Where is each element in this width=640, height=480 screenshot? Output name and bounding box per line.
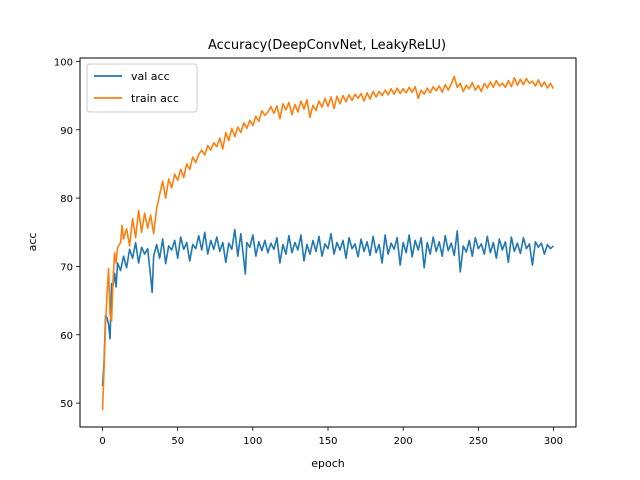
chart-title: Accuracy(DeepConvNet, LeakyReLU) [208, 38, 446, 53]
x-tick-label: 50 [171, 436, 184, 447]
series-layer [101, 75, 555, 410]
x-tick-label: 150 [318, 436, 337, 447]
y-tick-label: 50 [60, 399, 73, 410]
x-tick-label: 0 [99, 436, 105, 447]
legend-label-val-acc: val acc [131, 70, 170, 83]
legend: val acc train acc [86, 63, 198, 113]
x-tick-label: 250 [469, 436, 488, 447]
y-tick-label: 80 [60, 194, 73, 205]
plot-frame [79, 57, 577, 428]
plot-area [80, 58, 576, 427]
y-tick-label: 90 [60, 126, 73, 137]
x-tick-label: 100 [243, 436, 262, 447]
legend-label-train-acc: train acc [131, 92, 179, 105]
y-tick-label: 100 [54, 57, 73, 68]
series-line-val-acc [101, 228, 554, 387]
y-tick-label: 70 [60, 262, 73, 273]
series-line-train-acc [101, 75, 555, 410]
y-axis-ticks: 50 60 70 80 90 100 [54, 57, 80, 410]
x-axis-ticks: 0 50 100 150 200 250 300 [99, 427, 563, 447]
y-tick-label: 60 [60, 331, 73, 342]
x-tick-label: 200 [394, 436, 413, 447]
x-axis-label: epoch [311, 457, 345, 470]
y-axis-label: acc [26, 233, 39, 252]
x-tick-label: 300 [544, 436, 563, 447]
